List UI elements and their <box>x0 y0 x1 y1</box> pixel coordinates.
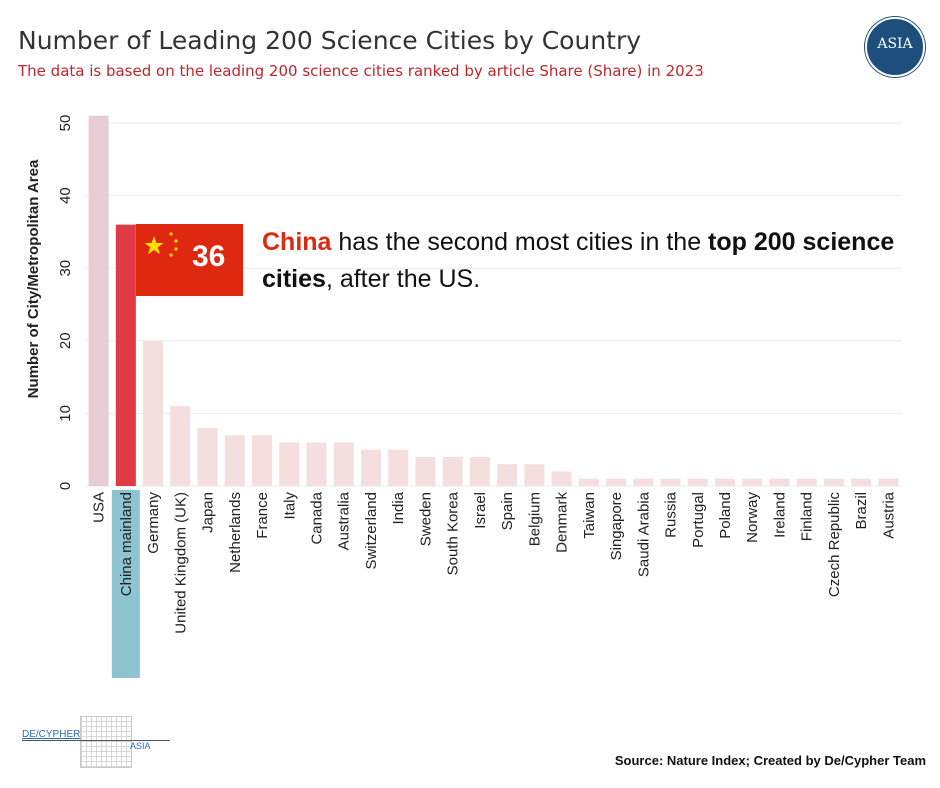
china-annotation: China has the second most cities in the … <box>262 224 902 298</box>
bar-chart: 0 10 20 30 40 50 Number of City/Metropolitan A… <box>25 115 902 678</box>
bar-denmark <box>551 471 572 486</box>
bar-australia <box>333 442 354 486</box>
bar-switzerland <box>360 449 381 486</box>
bar-czech-republic <box>823 478 844 486</box>
bar-israel <box>469 456 490 486</box>
x-tick-label: Poland <box>717 492 734 539</box>
x-tick-label: Japan <box>200 492 217 533</box>
bar-belgium <box>524 464 545 486</box>
bar-singapore <box>606 478 627 486</box>
x-tick-label: South Korea <box>445 491 462 575</box>
bar-ireland <box>769 478 790 486</box>
y-tick-label: 10 <box>57 405 74 422</box>
decypher-logo-text: DE/CYPHER <box>22 729 81 740</box>
x-tick-label: Taiwan <box>581 492 598 539</box>
x-tick-label: Norway <box>744 492 761 543</box>
x-tick-label: Canada <box>308 491 325 544</box>
bar-france <box>252 435 273 486</box>
logo-divider <box>22 740 170 741</box>
bar-united-kingdom-uk- <box>170 406 191 486</box>
bar-china-mainland <box>115 224 136 486</box>
x-tick-label: China mainland <box>118 492 135 596</box>
x-tick-label: Switzerland <box>363 492 380 570</box>
x-tick-label: Finland <box>799 492 816 541</box>
decypher-logo-sub: ASIA <box>130 741 151 751</box>
x-tick-label: Czech Republic <box>826 492 843 598</box>
bar-saudi-arabia <box>633 478 654 486</box>
x-tick-label: Portugal <box>690 492 707 548</box>
x-tick-label: USA <box>91 492 108 523</box>
bar-canada <box>306 442 327 486</box>
x-tick-label: Denmark <box>554 492 571 553</box>
bar-sweden <box>415 456 436 486</box>
bar-norway <box>742 478 763 486</box>
bar-finland <box>796 478 817 486</box>
x-tick-label: Russia <box>663 491 680 538</box>
chart-subtitle: The data is based on the leading 200 sci… <box>18 62 704 80</box>
annotation-china: China <box>262 228 332 256</box>
china-flag: 36 <box>136 224 243 296</box>
bar-austria <box>878 478 899 486</box>
x-tick-label: India <box>390 491 407 524</box>
badge-text: ASIA <box>877 36 913 52</box>
y-tick-label: 20 <box>57 332 74 349</box>
bar-brazil <box>851 478 872 486</box>
x-tick-label: Belgium <box>526 492 543 546</box>
bar-japan <box>197 427 218 486</box>
bar-usa <box>88 115 109 487</box>
x-tick-label: Ireland <box>771 492 788 538</box>
annotation-text-2: , after the US. <box>325 265 481 293</box>
y-tick-label: 50 <box>57 115 74 132</box>
flag-stars-icon <box>144 232 178 257</box>
bar-germany <box>143 340 164 486</box>
highlight-band <box>111 490 140 678</box>
chart-title: Number of Leading 200 Science Cities by … <box>18 26 642 55</box>
bar-spain <box>497 464 518 486</box>
bar-south-korea <box>442 456 463 486</box>
bar-portugal <box>687 478 708 486</box>
x-tick-label: Brazil <box>853 492 870 530</box>
y-axis-label: Number of City/Metropolitan Area <box>25 159 42 398</box>
x-tick-label: Sweden <box>417 492 434 546</box>
bar-italy <box>279 442 300 486</box>
asia-badge-logo: ASIA <box>865 17 925 77</box>
y-tick-label: 40 <box>57 187 74 204</box>
x-tick-label: Spain <box>499 492 516 530</box>
bar-russia <box>660 478 681 486</box>
x-tick-label: Saudi Arabia <box>635 491 652 577</box>
x-tick-label: France <box>254 492 271 539</box>
decypher-maze-logo <box>80 716 132 768</box>
y-tick-label: 0 <box>57 482 74 490</box>
y-tick-label: 30 <box>57 260 74 277</box>
bar-poland <box>714 478 735 486</box>
x-tick-label: Israel <box>472 492 489 529</box>
bar-india <box>388 449 409 486</box>
bar-netherlands <box>224 435 245 486</box>
annotation-top200: top 200 science cities <box>262 228 895 293</box>
x-tick-label: Austria <box>880 491 897 538</box>
bar-taiwan <box>578 478 599 486</box>
x-tick-label: Netherlands <box>227 492 244 573</box>
x-tick-label: United Kingdom (UK) <box>172 492 189 634</box>
x-tick-label: Singapore <box>608 492 625 560</box>
x-tick-label: Italy <box>281 492 298 520</box>
source-note: Source: Nature Index; Created by De/Cyph… <box>614 753 926 768</box>
x-tick-label: Germany <box>145 492 162 554</box>
annotation-text-1: has the second most cities in the <box>331 228 709 256</box>
china-value-label: 36 <box>192 240 226 273</box>
x-tick-label: Australia <box>336 491 353 550</box>
